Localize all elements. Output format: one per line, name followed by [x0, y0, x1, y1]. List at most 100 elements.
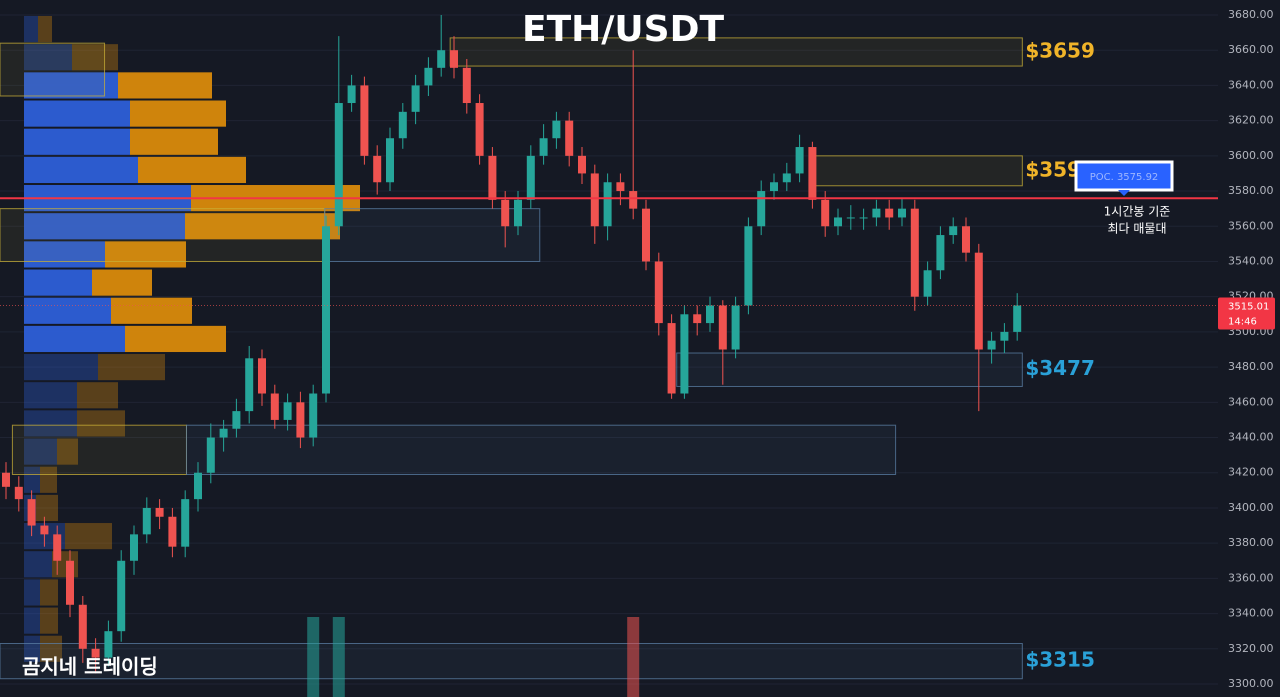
profile-buy — [24, 269, 92, 296]
candle-body — [962, 226, 970, 253]
zone-label: $3659 — [1025, 38, 1095, 62]
y-tick-label: 3540.00 — [1228, 254, 1274, 267]
volume-bar — [307, 617, 320, 697]
candle-body — [283, 402, 292, 420]
candle-body — [846, 217, 855, 219]
profile-sell — [40, 635, 62, 662]
profile-sell — [130, 128, 218, 155]
candle-body — [232, 411, 241, 429]
y-tick-label: 3320.00 — [1228, 642, 1274, 655]
candle-body — [322, 226, 330, 394]
zones — [0, 37, 1023, 680]
candle-body — [104, 631, 113, 658]
zone — [185, 424, 897, 475]
candle-body — [475, 103, 484, 156]
candle-body — [27, 499, 36, 526]
candle-body — [936, 235, 945, 271]
y-tick-label: 3380.00 — [1228, 536, 1274, 549]
profile-buy — [24, 410, 77, 437]
candle-body — [270, 393, 279, 420]
zone — [676, 352, 1023, 387]
candle-body — [770, 182, 778, 192]
poc-pointer — [1118, 190, 1130, 196]
profile-sell — [77, 410, 125, 437]
poc-label: POC. 3575.92 — [1090, 172, 1159, 183]
candle-body — [514, 199, 522, 227]
candle-body — [872, 208, 881, 218]
zone-label: $3315 — [1025, 648, 1095, 672]
profile-sell — [38, 16, 52, 43]
candle-body — [78, 604, 87, 649]
candle-body — [437, 50, 446, 68]
y-tick-label: 3480.00 — [1228, 360, 1274, 373]
zone — [809, 155, 1023, 187]
poc-box — [1074, 160, 1174, 192]
candle-body — [40, 525, 49, 535]
y-tick-label: 3440.00 — [1228, 431, 1274, 444]
candle-body — [808, 147, 817, 200]
y-tick-label: 3340.00 — [1228, 607, 1274, 620]
last-price-box — [1218, 297, 1275, 330]
candle-body — [53, 534, 62, 561]
volume-bar — [627, 617, 640, 697]
candle-body — [923, 270, 932, 297]
candle-body — [117, 560, 126, 632]
candle-body — [795, 147, 804, 174]
candle-body — [155, 507, 164, 517]
candle-body — [629, 191, 638, 209]
profile-buy — [24, 635, 40, 662]
candle-body — [910, 208, 919, 297]
profile-buy — [24, 72, 118, 99]
candle-body — [14, 486, 23, 500]
candle-body — [245, 358, 254, 412]
profile-buy — [24, 213, 185, 240]
zone — [11, 424, 187, 475]
candle-body — [258, 358, 266, 394]
profile-sell — [40, 607, 58, 634]
candle-body — [706, 305, 714, 324]
chart-title: ETH/USDT — [522, 9, 724, 50]
last-time-label: 14:46 — [1228, 316, 1257, 327]
y-tick-label: 3660.00 — [1228, 43, 1274, 56]
candle-body — [667, 323, 676, 394]
y-tick-label: 3580.00 — [1228, 184, 1274, 197]
volume-bars — [307, 617, 640, 697]
candle-body — [1013, 305, 1022, 332]
candle-body — [309, 393, 318, 438]
profile-sell — [125, 325, 226, 353]
y-tick-label: 3560.00 — [1228, 219, 1274, 232]
profile-sell — [98, 354, 165, 381]
candle-body — [642, 208, 650, 262]
candle-body — [565, 120, 574, 156]
poc-note: 최다 매물대 — [1107, 222, 1166, 236]
candle-body — [334, 103, 343, 227]
last-price-label: 3515.01 — [1228, 301, 1269, 312]
candle-body — [731, 305, 740, 350]
profile-buy — [24, 466, 40, 493]
candle-body — [219, 428, 228, 438]
candle-body — [744, 226, 753, 306]
candle-body — [885, 208, 894, 218]
candle-body — [488, 155, 497, 200]
candle-body — [949, 226, 958, 236]
candle-body — [296, 402, 305, 438]
zone — [0, 643, 1023, 680]
profile-buy — [24, 579, 40, 606]
candle-body — [411, 85, 420, 112]
y-tick-label: 3600.00 — [1228, 149, 1274, 162]
volume-profile — [24, 16, 360, 662]
candle-body — [501, 199, 510, 227]
profile-buy — [24, 607, 40, 634]
candle-body — [142, 507, 151, 535]
candle-body — [616, 182, 625, 192]
profile-buy — [24, 325, 125, 353]
y-tick-label: 3460.00 — [1228, 395, 1274, 408]
candle-body — [424, 67, 433, 86]
candle-body — [834, 217, 842, 227]
candle-body — [91, 648, 100, 658]
candle-body — [590, 173, 599, 227]
profile-buy — [24, 128, 130, 155]
candle-body — [603, 182, 612, 227]
